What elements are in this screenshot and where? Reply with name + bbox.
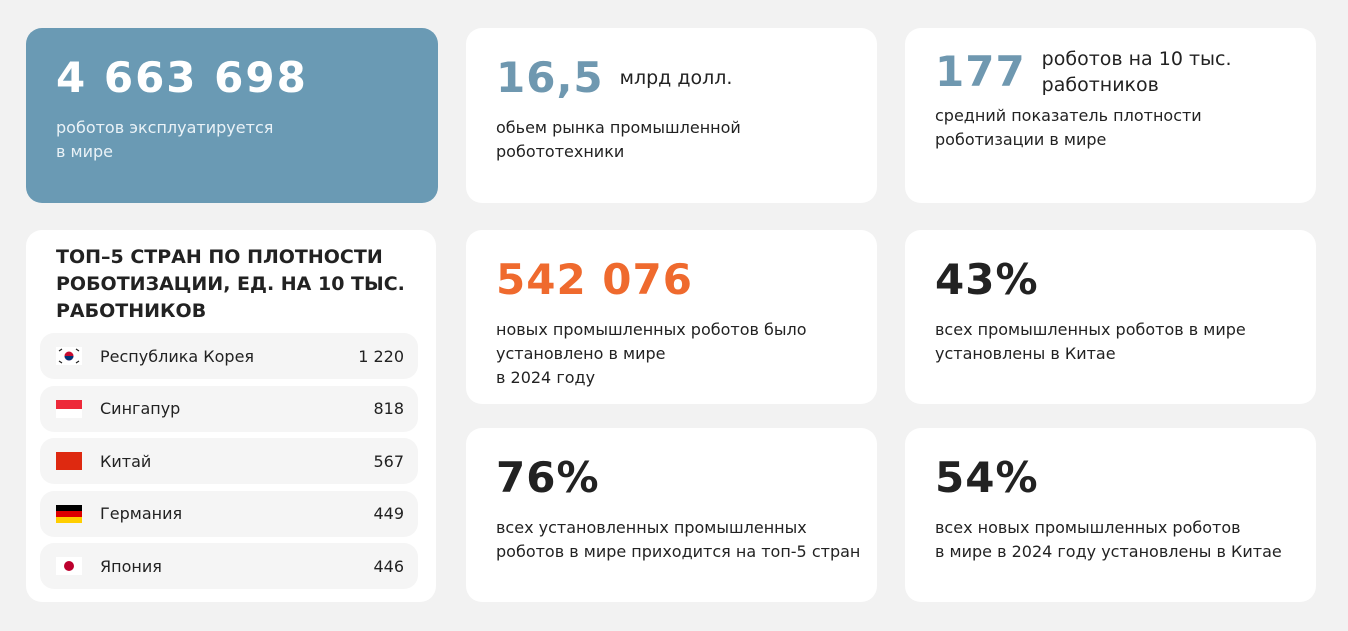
country-row: Германия 449 [40, 490, 418, 537]
stat-card: 16,5 млрд долл. обьем рынка промышленной р… [466, 28, 877, 203]
stat-card: 177 роботов на 10 тыс. работников средний … [905, 28, 1316, 203]
text-line: роботов в мире приходится на топ-5 стран [496, 542, 861, 561]
country-name: Китай [100, 451, 152, 471]
stat-number: 43% [935, 255, 1039, 304]
stat-number: 54% [935, 453, 1039, 502]
title-line: РОБОТИЗАЦИИ, ЕД. НА 10 ТЫС. [56, 273, 405, 295]
stat-number: 177 [935, 47, 1026, 96]
stat-number: 542 076 [496, 255, 693, 304]
stat-number: 4 663 698 [56, 53, 308, 102]
stat-card: 76% всех установленных промышленных робот… [466, 428, 877, 602]
stat-unit: роботов на 10 тыс. работников [1042, 46, 1232, 98]
text-line: в 2024 году [496, 368, 596, 387]
stat-card: 542 076 новых промышленных роботов было у… [466, 230, 877, 404]
text-line: средний показатель плотности [935, 106, 1202, 125]
unit-line: роботов на 10 тыс. [1041, 48, 1232, 70]
text-line: робототехники [496, 142, 625, 161]
text-line: всех промышленных роботов в мире [935, 320, 1246, 339]
flag-icon [56, 452, 82, 470]
country-row: Япония 446 [40, 543, 418, 589]
text-line: всех новых промышленных роботов [935, 518, 1241, 537]
text-line: новых промышленных роботов было [496, 320, 807, 339]
country-row: Республика Корея 1 220 [40, 333, 418, 379]
unit-line: млрд долл. [619, 67, 733, 89]
top5-title: ТОП–5 СТРАН ПО ПЛОТНОСТИ РОБОТИЗАЦИИ, ЕД.… [56, 244, 406, 325]
stat-text: средний показатель плотности роботизации … [935, 104, 1286, 152]
country-value: 449 [373, 504, 404, 523]
country-value: 818 [373, 399, 404, 418]
stat-card: 43% всех промышленных роботов в мире уста… [905, 230, 1316, 404]
flag-icon [56, 557, 82, 575]
stat-text: всех промышленных роботов в мире установл… [935, 318, 1286, 366]
text-line: обьем рынка промышленной [496, 118, 741, 137]
country-name: Германия [100, 504, 183, 523]
stat-number: 16,5 [496, 53, 604, 102]
text-line: роботов эксплуатируется [56, 118, 274, 137]
stat-text: всех установленных промышленных роботов в… [496, 516, 861, 564]
country-value: 1 220 [358, 346, 404, 366]
country-name: Япония [100, 556, 162, 576]
unit-line: работников [1041, 74, 1159, 96]
text-line: установлены в Китае [935, 344, 1116, 363]
text-line: в мире в 2024 году установлены в Китае [935, 542, 1282, 561]
text-line: всех установленных промышленных [496, 518, 807, 537]
top5-card: ТОП–5 СТРАН ПО ПЛОТНОСТИ РОБОТИЗАЦИИ, ЕД.… [26, 230, 436, 602]
text-line: в мире [56, 142, 113, 161]
country-value: 446 [373, 556, 404, 576]
stat-card: 4 663 698 роботов эксплуатируется в мире [26, 28, 438, 203]
text-line: роботизации в мире [935, 130, 1107, 149]
stat-text: роботов эксплуатируется в мире [56, 116, 408, 164]
stat-unit: млрд долл. [620, 65, 733, 91]
country-name: Сингапур [100, 399, 181, 418]
title-line: РАБОТНИКОВ [56, 300, 207, 322]
stat-text: новых промышленных роботов было установле… [496, 318, 847, 390]
text-line: установлено в мире [496, 344, 666, 363]
flag-icon [56, 399, 82, 418]
stat-text: всех новых промышленных роботов в мире в … [935, 516, 1286, 564]
country-row: Китай 567 [40, 438, 418, 484]
flag-icon [56, 504, 82, 523]
stat-card: 54% всех новых промышленных роботов в мир… [905, 428, 1316, 602]
stat-number: 76% [496, 453, 600, 502]
country-value: 567 [373, 451, 404, 471]
flag-icon [56, 347, 82, 365]
country-name: Республика Корея [100, 346, 255, 366]
title-line: ТОП–5 СТРАН ПО ПЛОТНОСТИ [56, 246, 383, 268]
country-row: Сингапур 818 [40, 385, 418, 432]
stat-text: обьем рынка промышленной робототехники [496, 116, 847, 164]
